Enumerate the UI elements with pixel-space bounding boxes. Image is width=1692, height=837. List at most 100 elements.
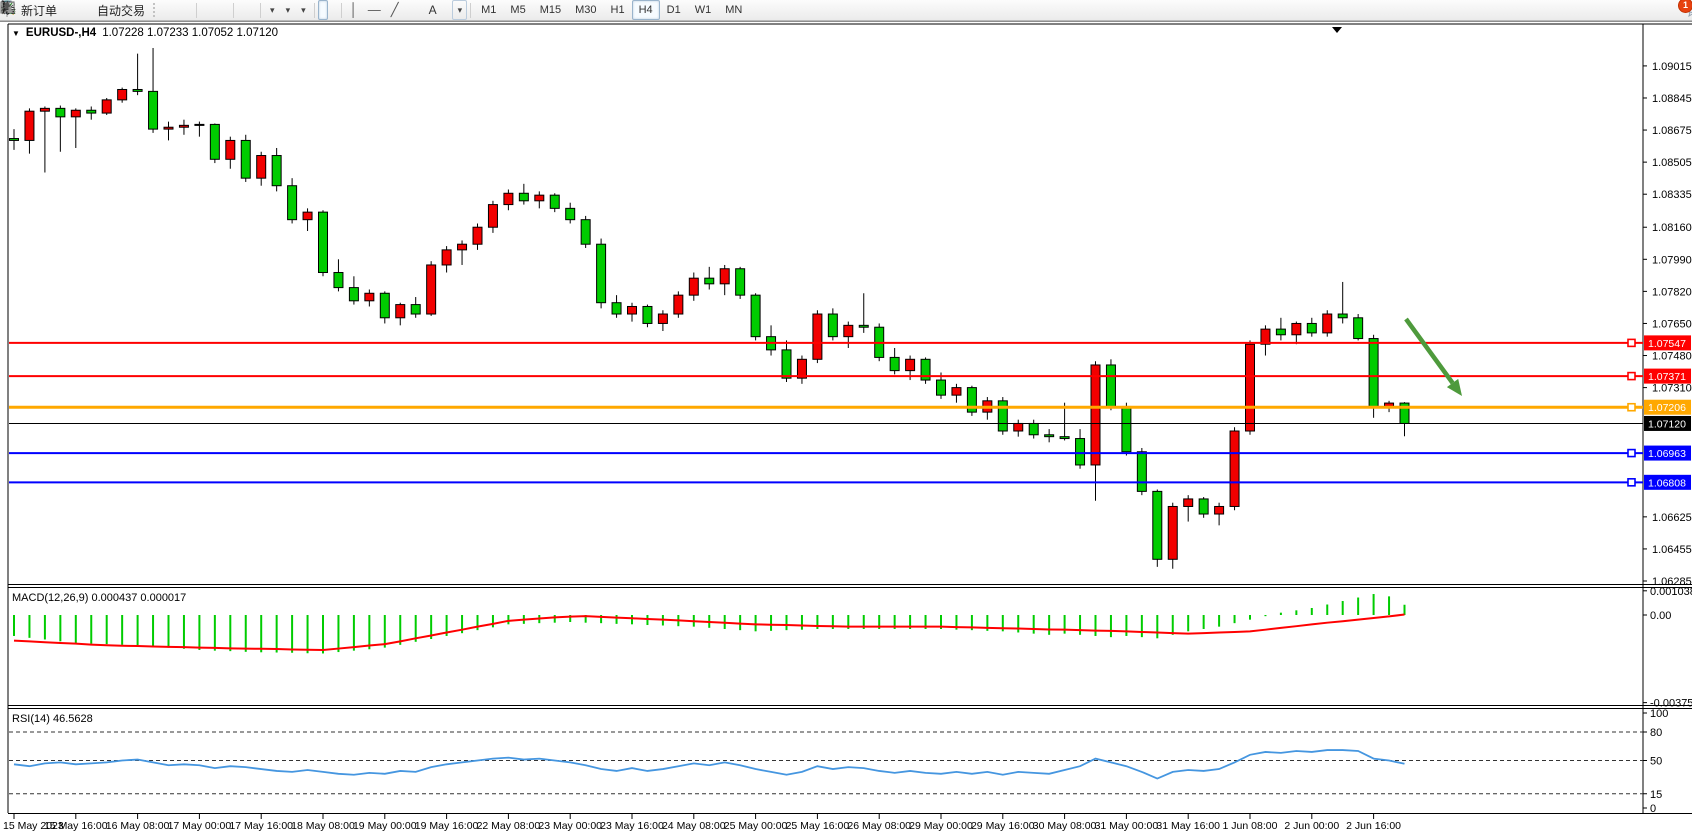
chart-title-row: ▼ EURUSD-,H4 1.07228 1.07233 1.07052 1.0… [12,27,278,39]
terminal-button[interactable] [0,0,82,20]
fibonacci-tool-button[interactable]: F [1,0,424,20]
candle-74 [1152,490,1163,560]
svg-text:25 May 00:00: 25 May 00:00 [724,820,788,832]
timeframe-MN[interactable]: MN [725,4,743,16]
candle-35 [549,194,560,209]
candle-86 [1337,313,1348,319]
symbol-dropdown-icon[interactable]: ▼ [12,28,20,38]
arrows-dropdown-caret: ▾ [457,4,463,15]
svg-text:15 May 16:00: 15 May 16:00 [44,820,108,832]
svg-text:1.07650: 1.07650 [1652,318,1692,330]
crosshair-tool-button[interactable] [1,0,338,20]
svg-text:2 Jun 00:00: 2 Jun 00:00 [1284,820,1339,832]
level-lines[interactable] [9,338,1643,487]
svg-text:22 May 08:00: 22 May 08:00 [477,820,541,832]
rsi-indicator-label: RSI(14) 46.5628 [12,713,93,725]
text-tool-button[interactable]: A [424,0,442,20]
timeframe-M15[interactable]: M15 [539,4,562,16]
svg-text:1.08675: 1.08675 [1652,125,1692,137]
toolbar-separator [196,2,198,18]
toolbar-group-handle[interactable] [153,3,160,17]
candle-58 [905,358,916,372]
candle-33 [518,192,529,202]
candle-2 [39,107,50,112]
chart-ohlc-readout: 1.07228 1.07233 1.07052 1.07120 [102,27,279,39]
candle-73 [1136,451,1147,492]
auto-trading-button[interactable]: 自动交易 [0,0,150,20]
vertical-line-tool-button[interactable]: │ [345,0,363,20]
indicators-menu-button[interactable]: ▾ [1,0,280,20]
candle-31 [487,204,498,228]
timeframe-D1[interactable]: D1 [666,4,681,16]
candle-4 [70,109,81,118]
candle-47 [735,268,746,296]
candle-65 [1013,422,1024,432]
candle-17 [271,155,282,187]
channel-tool-button[interactable]: E [0,0,414,20]
svg-text:F: F [12,9,16,15]
candle-69 [1075,438,1086,466]
label-tool-button[interactable]: T [1,0,452,20]
svg-text:31 May 16:00: 31 May 16:00 [1156,820,1220,832]
cursor-tool-button[interactable] [2,0,328,20]
candle-24 [379,292,390,319]
new-order-button[interactable]: 新订单 [1,0,62,20]
timeframe-W1[interactable]: W1 [694,4,712,16]
timeframe-H1[interactable]: H1 [610,4,625,16]
toolbar-separator [470,2,472,18]
svg-text:1.08505: 1.08505 [1652,157,1692,169]
trendline-tool-button[interactable]: ╱ [386,0,404,20]
candle-45 [704,277,715,285]
svg-text:1.07480: 1.07480 [1652,351,1692,363]
svg-text:1.09015: 1.09015 [1652,61,1692,73]
svg-text:1.07206: 1.07206 [1648,402,1686,414]
toolbar-separator [340,2,342,18]
svg-text:19 May 16:00: 19 May 16:00 [415,820,479,832]
candle-26 [410,304,421,315]
candle-52 [812,313,823,360]
tile-windows-button[interactable] [0,0,230,20]
candle-chart-mode-button[interactable] [1,0,183,20]
svg-text:15: 15 [1650,789,1662,801]
signals-button[interactable] [1,0,92,20]
candle-77 [1198,498,1209,515]
candle-15 [240,139,251,179]
market-watch-button[interactable] [1,0,72,20]
bar-chart-mode-button[interactable] [1,0,173,20]
chart-canvas[interactable]: 1.09015 1.08845 1.08675 1.08505 1.08335 1.081… [0,22,1692,837]
candle-80 [1245,343,1255,432]
candle-9 [148,90,159,130]
line-chart-mode-button[interactable] [1,0,193,20]
candle-62 [966,387,977,413]
candle-43 [673,294,684,315]
timeframe-H4[interactable]: H4 [631,0,660,20]
chart-autoscroll-button[interactable] [1,0,257,20]
candle-75 [1167,505,1178,560]
candle-39 [611,302,622,315]
periods-menu-button[interactable]: ▾ [1,0,296,20]
zoom-out-button[interactable] [1,0,220,20]
arrows-tool-button[interactable]: ▾ [3,0,468,20]
candle-48 [750,294,761,338]
candle-55 [858,324,869,328]
horizontal-line-tool-button[interactable]: — [363,0,386,20]
candle-16 [256,155,267,179]
timeframe-M1[interactable]: M1 [481,4,497,16]
candle-3 [55,107,66,118]
chart-shift-marker[interactable] [1332,27,1342,33]
candle-41 [642,305,653,324]
svg-text:1.08335: 1.08335 [1652,189,1692,201]
chart-shift-button[interactable] [1,0,247,20]
candle-50 [781,349,792,379]
zoom-in-button[interactable] [1,0,210,20]
candle-53 [827,313,838,338]
timeframe-M30[interactable]: M30 [575,4,597,16]
candle-30 [472,226,483,245]
templates-menu-button[interactable]: ▾ [0,0,311,20]
candle-14 [225,139,236,160]
arrow-annotation[interactable] [1404,317,1462,396]
macd-panel: 0.001038 0.00 -0.003759 [13,586,1692,710]
timeframe-M5[interactable]: M5 [510,4,526,16]
indicators-dropdown-caret: ▾ [270,4,275,15]
